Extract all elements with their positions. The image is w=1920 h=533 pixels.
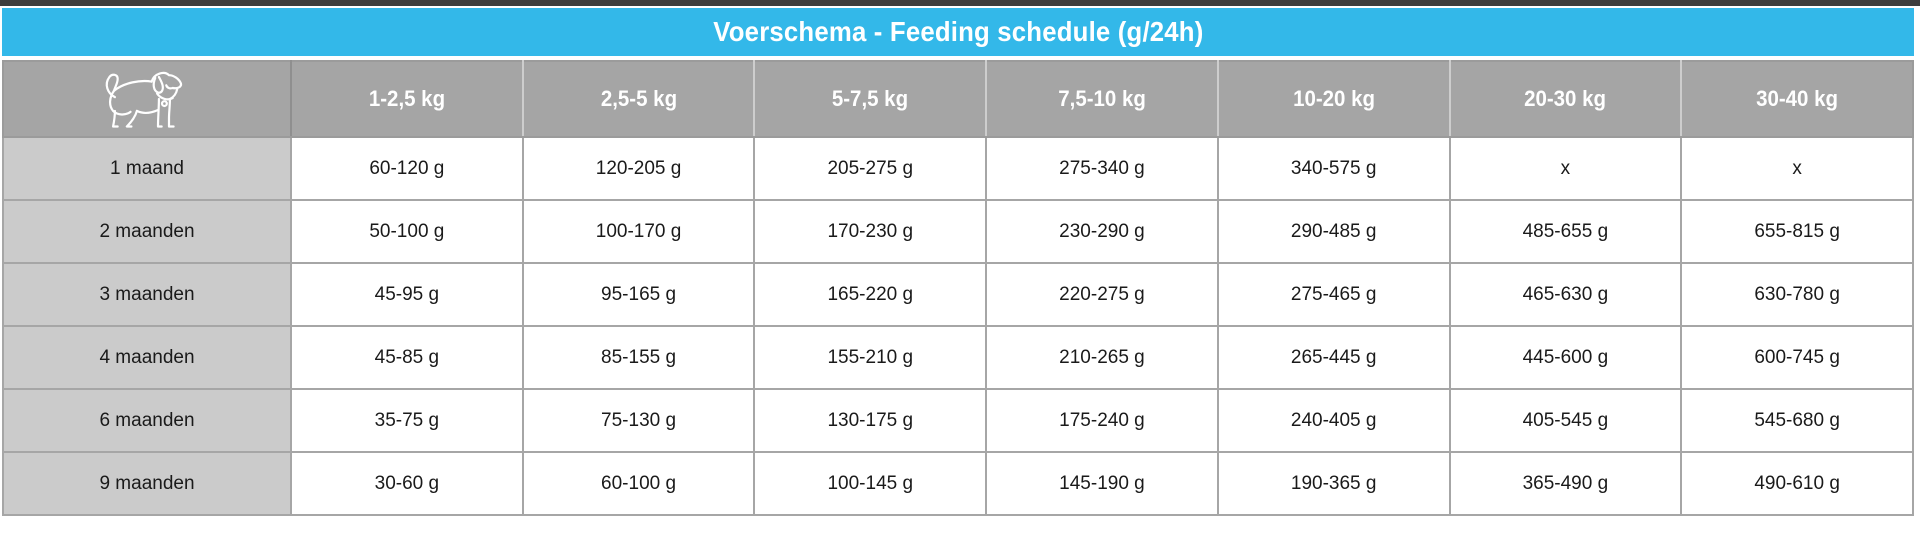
weight-header-cell: 5-7,5 kg xyxy=(753,61,988,138)
feeding-value-cell: 210-265 g xyxy=(985,325,1219,390)
feeding-table-wrapper: 1-2,5 kg 2,5-5 kg 5-7,5 kg 7,5-10 kg 10-20 k… xyxy=(2,60,1914,516)
weight-header-cell: 10-20 kg xyxy=(1216,61,1451,138)
feeding-value-cell: 60-100 g xyxy=(521,451,756,516)
feeding-value-cell: 35-75 g xyxy=(290,388,524,453)
feeding-value-cell: 165-220 g xyxy=(753,262,988,327)
feeding-value-cell: 220-275 g xyxy=(985,262,1219,327)
weight-header-label: 30-40 kg xyxy=(1756,86,1839,111)
feeding-value-cell: 50-100 g xyxy=(290,199,524,264)
feeding-value-cell: 100-170 g xyxy=(521,199,756,264)
weight-header-cell: 20-30 kg xyxy=(1448,61,1683,138)
weight-header-label: 7,5-10 kg xyxy=(1058,86,1146,111)
feeding-value-cell: 205-275 g xyxy=(753,136,988,201)
weight-header-label: 10-20 kg xyxy=(1292,86,1375,111)
weight-header-cell: 7,5-10 kg xyxy=(985,61,1219,138)
feeding-value-cell: 75-130 g xyxy=(521,388,756,453)
table-row: 2 maanden 50-100 g 100-170 g 170-230 g 230-2… xyxy=(2,199,1914,264)
feeding-value-cell: 190-365 g xyxy=(1216,451,1451,516)
weight-header-label: 2,5-5 kg xyxy=(600,86,677,111)
month-label-cell: 3 maanden xyxy=(2,262,292,327)
feeding-value-cell: 290-485 g xyxy=(1216,199,1451,264)
weight-header-label: 5-7,5 kg xyxy=(832,86,909,111)
top-divider-strip xyxy=(0,0,1920,6)
dog-header-cell xyxy=(2,61,292,138)
feeding-value-cell: 490-610 g xyxy=(1680,451,1914,516)
feeding-value-cell: 155-210 g xyxy=(753,325,988,390)
weight-header-cell: 30-40 kg xyxy=(1680,61,1914,138)
month-label-cell: 2 maanden xyxy=(2,199,292,264)
feeding-table-body: 1 maand 60-120 g 120-205 g 205-275 g 275-340… xyxy=(2,136,1914,516)
weight-header-cell: 1-2,5 kg xyxy=(290,61,524,138)
feeding-value-cell: 175-240 g xyxy=(985,388,1219,453)
feeding-value-cell: 600-745 g xyxy=(1680,325,1914,390)
feeding-value-cell: 340-575 g xyxy=(1216,136,1451,201)
feeding-value-cell: 95-165 g xyxy=(521,262,756,327)
feeding-value-cell: 145-190 g xyxy=(985,451,1219,516)
feeding-value-cell: 170-230 g xyxy=(753,199,988,264)
table-row: 6 maanden 35-75 g 75-130 g 130-175 g 175-240… xyxy=(2,388,1914,453)
weight-header-row: 1-2,5 kg 2,5-5 kg 5-7,5 kg 7,5-10 kg 10-20 k… xyxy=(2,61,1914,138)
feeding-value-cell: 275-465 g xyxy=(1216,262,1451,327)
feeding-value-cell: 485-655 g xyxy=(1448,199,1683,264)
feeding-value-cell: 60-120 g xyxy=(290,136,524,201)
feeding-value-cell: 30-60 g xyxy=(290,451,524,516)
feeding-schedule-table: 1-2,5 kg 2,5-5 kg 5-7,5 kg 7,5-10 kg 10-20 k… xyxy=(2,60,1914,516)
feeding-value-cell: 630-780 g xyxy=(1680,262,1914,327)
weight-header-label: 1-2,5 kg xyxy=(368,86,445,111)
feeding-value-cell: 545-680 g xyxy=(1680,388,1914,453)
feeding-value-cell: 240-405 g xyxy=(1216,388,1451,453)
dog-icon xyxy=(105,71,183,128)
feeding-value-cell: x xyxy=(1448,136,1683,201)
feeding-value-cell: 100-145 g xyxy=(753,451,988,516)
table-row: 4 maanden 45-85 g 85-155 g 155-210 g 210-265… xyxy=(2,325,1914,390)
feeding-value-cell: 120-205 g xyxy=(521,136,756,201)
feeding-value-cell: 265-445 g xyxy=(1216,325,1451,390)
feeding-value-cell: 45-85 g xyxy=(290,325,524,390)
month-label-cell: 9 maanden xyxy=(2,451,292,516)
feeding-value-cell: 465-630 g xyxy=(1448,262,1683,327)
feeding-value-cell: 130-175 g xyxy=(753,388,988,453)
table-title-bar: Voerschema - Feeding schedule (g/24h) xyxy=(2,8,1914,56)
table-row: 9 maanden 30-60 g 60-100 g 100-145 g 145-190… xyxy=(2,451,1914,516)
table-row: 3 maanden 45-95 g 95-165 g 165-220 g 220-275… xyxy=(2,262,1914,327)
table-row: 1 maand 60-120 g 120-205 g 205-275 g 275-340… xyxy=(2,136,1914,201)
table-title: Voerschema - Feeding schedule (g/24h) xyxy=(712,16,1204,47)
feeding-value-cell: 365-490 g xyxy=(1448,451,1683,516)
feeding-value-cell: 45-95 g xyxy=(290,262,524,327)
month-label-cell: 4 maanden xyxy=(2,325,292,390)
feeding-value-cell: 85-155 g xyxy=(521,325,756,390)
month-label-cell: 1 maand xyxy=(2,136,292,201)
feeding-value-cell: 405-545 g xyxy=(1448,388,1683,453)
feeding-value-cell: 655-815 g xyxy=(1680,199,1914,264)
feeding-value-cell: 275-340 g xyxy=(985,136,1219,201)
weight-header-label: 20-30 kg xyxy=(1524,86,1607,111)
month-label-cell: 6 maanden xyxy=(2,388,292,453)
feeding-value-cell: 230-290 g xyxy=(985,199,1219,264)
feeding-value-cell: 445-600 g xyxy=(1448,325,1683,390)
feeding-value-cell: x xyxy=(1680,136,1914,201)
weight-header-cell: 2,5-5 kg xyxy=(521,61,756,138)
